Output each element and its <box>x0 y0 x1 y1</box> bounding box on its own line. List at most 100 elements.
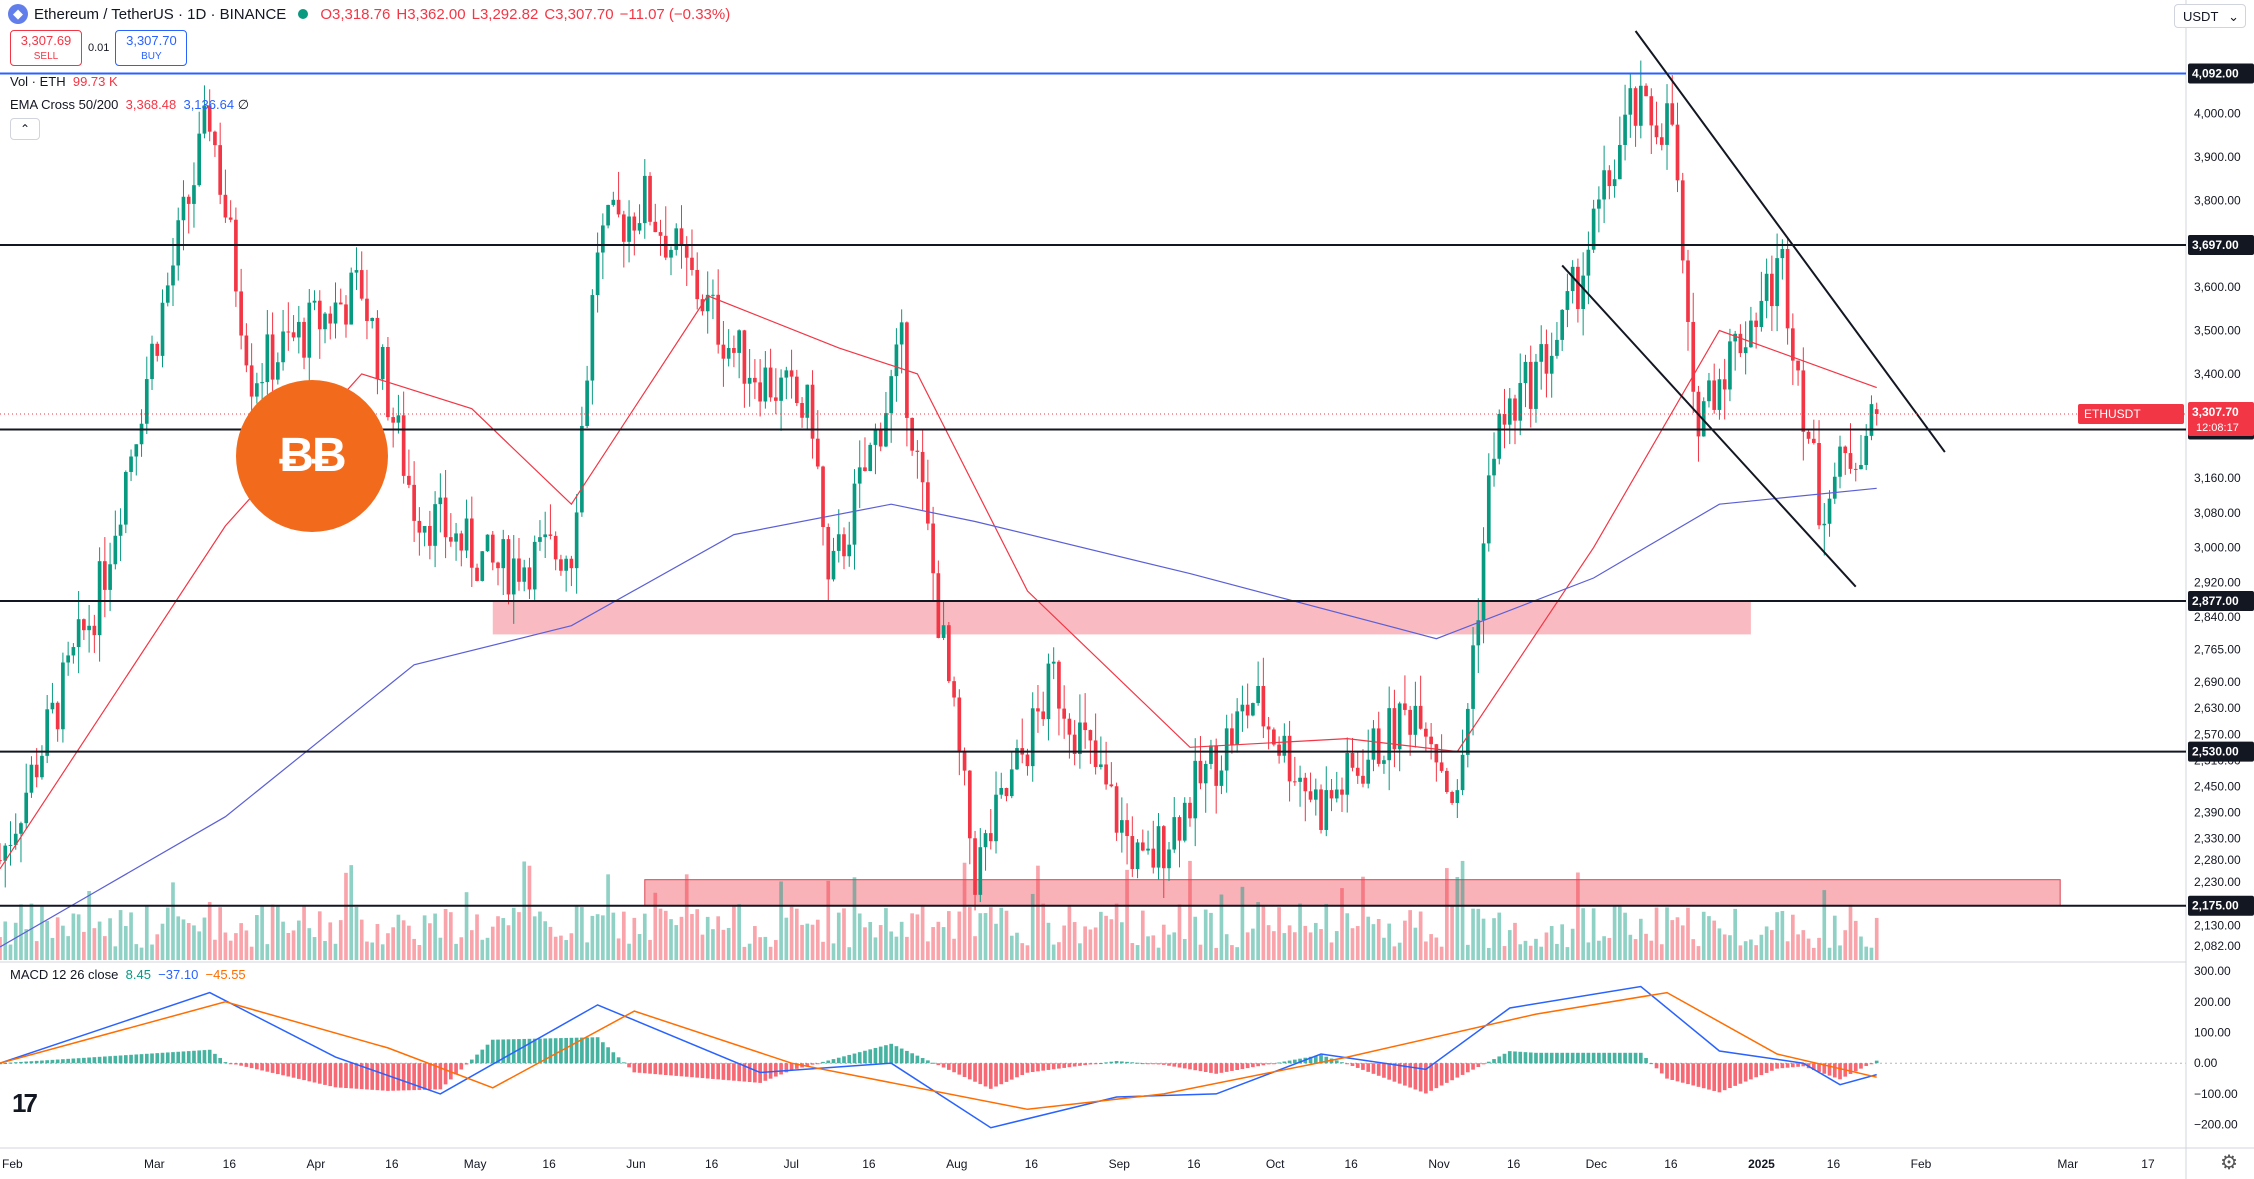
candle-body <box>218 145 223 195</box>
macd-histogram-bar <box>1298 1058 1302 1064</box>
volume-bar <box>648 939 652 960</box>
candle-body <box>1350 753 1355 768</box>
symbol-title[interactable]: Ethereum / TetherUS · 1D · BINANCE <box>34 5 287 23</box>
volume-bar <box>1366 916 1371 960</box>
volume-bar <box>1172 932 1177 960</box>
volume-bar <box>443 908 448 960</box>
ema-legend[interactable]: EMA Cross 50/200 3,368.48 3,136.64 ∅ <box>10 97 249 113</box>
volume-bar <box>218 907 223 960</box>
candle-body <box>1439 762 1444 771</box>
candle-body <box>307 302 312 358</box>
candle-body <box>931 523 935 574</box>
volume-bar <box>1712 920 1717 960</box>
candle-body <box>0 860 2 862</box>
candle-body <box>1712 380 1717 410</box>
volume-bar <box>464 892 469 960</box>
candle-body <box>244 335 249 366</box>
time-axis-label: Mar <box>144 1157 165 1171</box>
macd-histogram-bar <box>726 1063 731 1081</box>
volume-bar <box>538 911 542 960</box>
volume-bar <box>627 943 631 960</box>
macd-legend[interactable]: MACD 12 26 close 8.45 −37.10 −45.55 <box>10 967 246 982</box>
volume-bar <box>611 912 616 960</box>
candle-body <box>1292 781 1297 783</box>
macd-histogram-bar <box>836 1057 841 1064</box>
candle-body <box>181 196 186 221</box>
macd-histogram-bar <box>532 1038 537 1064</box>
gear-icon[interactable]: ⚙ <box>2220 1152 2238 1174</box>
macd-histogram-bar <box>97 1056 102 1064</box>
volume-bar <box>522 861 527 960</box>
tradingview-logo[interactable]: 17 <box>12 1088 38 1118</box>
macd-histogram-bar <box>359 1063 364 1090</box>
macd-histogram-bar <box>291 1063 296 1078</box>
collapse-legend-button[interactable]: ⌃ <box>10 118 40 140</box>
candle-body <box>941 625 946 638</box>
volume-bar <box>1602 936 1606 960</box>
macd-histogram-bar <box>1004 1063 1009 1082</box>
sell-button[interactable]: 3,307.69 SELL <box>10 30 82 66</box>
candle-body <box>1334 789 1339 799</box>
macd-histogram-bar <box>380 1063 385 1091</box>
macd-histogram-bar <box>595 1037 600 1064</box>
macd-histogram-bar <box>1282 1061 1287 1064</box>
volume-legend[interactable]: Vol · ETH 99.73 K <box>10 74 118 89</box>
candle-body <box>1759 300 1764 327</box>
candle-body <box>826 526 831 580</box>
macd-histogram-bar <box>1114 1061 1119 1064</box>
candle-body <box>45 709 50 756</box>
macd-histogram-bar <box>412 1063 416 1091</box>
volume-bar <box>684 874 689 960</box>
volume-bar <box>815 919 820 960</box>
candle-body <box>1403 703 1407 710</box>
candle-body <box>1680 180 1685 261</box>
macd-histogram-bar <box>1586 1052 1591 1064</box>
candle-body <box>994 794 998 842</box>
candle-body <box>1135 842 1140 870</box>
candle-body <box>1371 728 1376 760</box>
candle-body <box>1319 789 1323 830</box>
candle-body <box>705 294 710 312</box>
candle-body <box>1811 438 1816 444</box>
volume-bar <box>632 917 637 960</box>
candle-body <box>1345 753 1350 795</box>
macd-histogram-bar <box>1319 1054 1323 1064</box>
candle-body <box>1450 791 1454 803</box>
candle-body <box>1853 468 1858 470</box>
macd-histogram-bar <box>150 1053 154 1064</box>
macd-histogram-bar <box>999 1063 1004 1085</box>
buy-button[interactable]: 3,307.70 BUY <box>115 30 188 66</box>
volume-bar <box>1770 930 1774 960</box>
volume-bar <box>1051 944 1056 960</box>
macd-histogram-bar <box>1680 1063 1685 1083</box>
macd-histogram-bar <box>1811 1063 1816 1071</box>
macd-histogram-bar <box>286 1063 291 1077</box>
volume-bar <box>1182 938 1187 960</box>
candle-body <box>223 194 228 218</box>
macd-histogram-bar <box>962 1063 967 1077</box>
macd-label: MACD 12 26 close <box>10 967 119 982</box>
volume-bar <box>1429 934 1433 960</box>
candle-body <box>716 294 721 345</box>
macd-histogram-bar <box>312 1063 317 1083</box>
volume-bar <box>34 941 39 960</box>
candle-body <box>690 257 694 270</box>
volume-bar <box>433 913 437 960</box>
candle-body <box>1130 836 1135 870</box>
macd-histogram-bar <box>1245 1063 1250 1069</box>
macd-histogram-bar <box>1654 1063 1659 1069</box>
volume-bar <box>1460 860 1465 960</box>
macd-histogram-bar <box>753 1063 757 1083</box>
candle-body <box>1502 413 1507 425</box>
volume-bar <box>1015 932 1019 960</box>
currency-select[interactable]: USDT ⌄ <box>2174 4 2246 28</box>
candle-body <box>407 475 411 485</box>
volume-bar <box>899 921 904 960</box>
volume-bar <box>375 924 380 960</box>
volume-bar <box>705 916 710 960</box>
macd-histogram-bar <box>768 1063 773 1079</box>
time-axis-label: 16 <box>223 1157 237 1171</box>
candle-body <box>97 561 102 636</box>
macd-histogram-bar <box>1581 1052 1585 1064</box>
